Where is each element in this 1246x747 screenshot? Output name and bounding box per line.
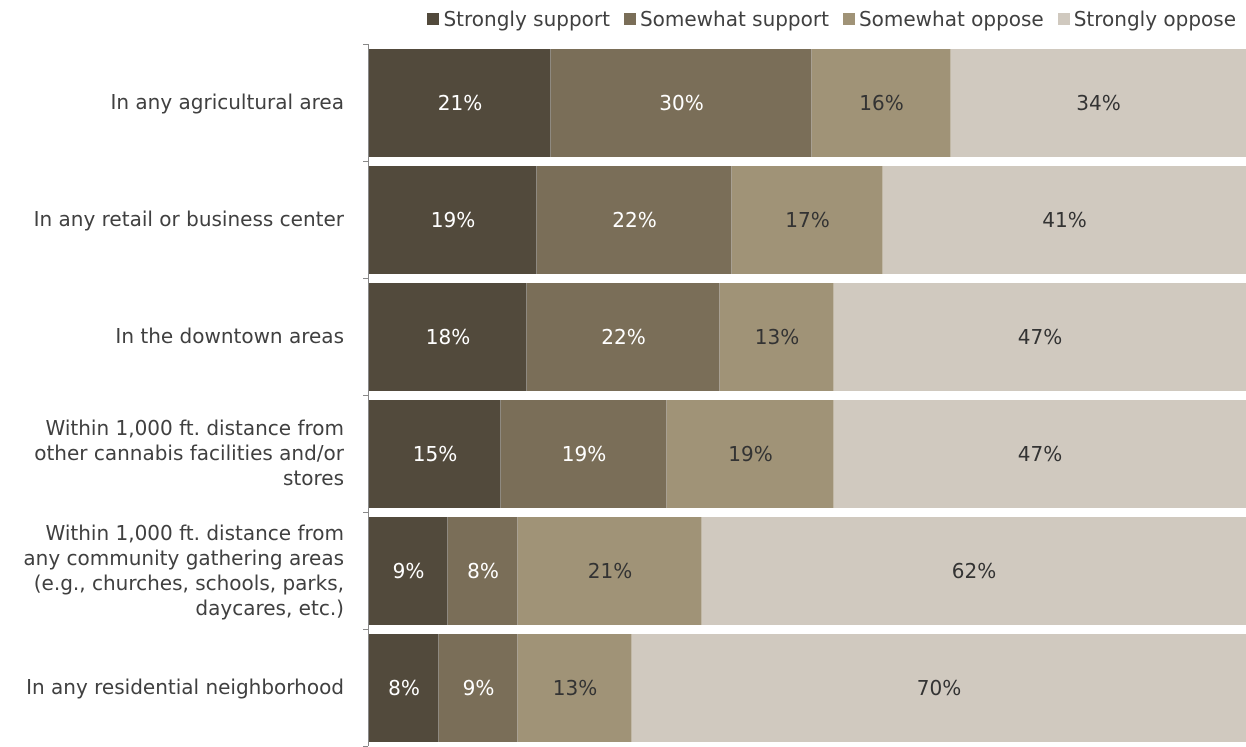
- bar-somewhat-oppose: [720, 283, 834, 391]
- bar-somewhat-support: [501, 400, 667, 508]
- category-label: Within 1,000 ft. distance from other cann…: [0, 395, 344, 512]
- category-label-text: In any agricultural area: [110, 90, 344, 115]
- legend-item-somewhat-support: Somewhat support: [624, 7, 829, 31]
- bar-somewhat-support: [551, 49, 812, 157]
- y-axis-tick: [363, 278, 368, 279]
- legend-label: Strongly oppose: [1074, 7, 1236, 31]
- bar-strongly-oppose: [834, 283, 1246, 391]
- category-label-line: (e.g., churches, schools, parks,: [23, 571, 344, 596]
- bar-somewhat-oppose: [518, 634, 632, 742]
- category-label-line: stores: [34, 466, 344, 491]
- bar-strongly-support: [369, 49, 551, 157]
- category-label-text: In the downtown areas: [115, 324, 344, 349]
- category-label-line: Within 1,000 ft. distance from: [34, 416, 344, 441]
- category-label-text: Within 1,000 ft. distance from other cann…: [34, 416, 344, 491]
- legend-item-strongly-oppose: Strongly oppose: [1058, 7, 1236, 31]
- category-label-text: Within 1,000 ft. distance from any commun…: [23, 521, 344, 621]
- y-axis-tick: [363, 629, 368, 630]
- legend-swatch: [843, 13, 855, 25]
- bar-strongly-oppose: [834, 400, 1246, 508]
- bar-somewhat-support: [439, 634, 518, 742]
- category-label-line: In any retail or business center: [34, 207, 344, 232]
- category-label-line: In the downtown areas: [115, 324, 344, 349]
- bar-somewhat-oppose: [667, 400, 834, 508]
- bar-strongly-support: [369, 400, 501, 508]
- bar-somewhat-support: [448, 517, 518, 625]
- category-label-line: any community gathering areas: [23, 546, 344, 571]
- bar-strongly-oppose: [883, 166, 1246, 274]
- legend-label: Strongly support: [443, 7, 609, 31]
- legend: Strongly support Somewhat support Somewhat…: [427, 5, 1236, 33]
- category-label-line: daycares, etc.): [23, 596, 344, 621]
- bar-strongly-oppose: [702, 517, 1246, 625]
- bar-somewhat-support: [527, 283, 720, 391]
- category-label: In any residential neighborhood: [0, 629, 344, 746]
- y-axis-tick: [363, 395, 368, 396]
- bar-somewhat-support: [537, 166, 732, 274]
- bar-strongly-oppose: [951, 49, 1246, 157]
- category-label: In the downtown areas: [0, 278, 344, 395]
- category-label: In any retail or business center: [0, 161, 344, 278]
- y-axis-tick: [363, 44, 368, 45]
- bar-strongly-support: [369, 517, 448, 625]
- bar-somewhat-oppose: [732, 166, 883, 274]
- category-label-text: In any residential neighborhood: [26, 675, 344, 700]
- bar-strongly-support: [369, 634, 439, 742]
- category-label-text: In any retail or business center: [34, 207, 344, 232]
- bar-strongly-support: [369, 283, 527, 391]
- legend-swatch: [427, 13, 439, 25]
- legend-label: Somewhat support: [640, 7, 829, 31]
- bar-somewhat-oppose: [812, 49, 951, 157]
- bar-strongly-support: [369, 166, 537, 274]
- legend-label: Somewhat oppose: [859, 7, 1044, 31]
- category-label: In any agricultural area: [0, 44, 344, 161]
- category-label-line: other cannabis facilities and/or: [34, 441, 344, 466]
- y-axis-tick: [363, 161, 368, 162]
- category-label: Within 1,000 ft. distance from any commun…: [0, 512, 344, 629]
- legend-swatch: [1058, 13, 1070, 25]
- legend-item-strongly-support: Strongly support: [427, 7, 609, 31]
- y-axis-tick: [363, 512, 368, 513]
- category-label-line: Within 1,000 ft. distance from: [23, 521, 344, 546]
- legend-item-somewhat-oppose: Somewhat oppose: [843, 7, 1044, 31]
- legend-swatch: [624, 13, 636, 25]
- category-label-line: In any agricultural area: [110, 90, 344, 115]
- bar-somewhat-oppose: [518, 517, 702, 625]
- bar-strongly-oppose: [632, 634, 1246, 742]
- category-label-line: In any residential neighborhood: [26, 675, 344, 700]
